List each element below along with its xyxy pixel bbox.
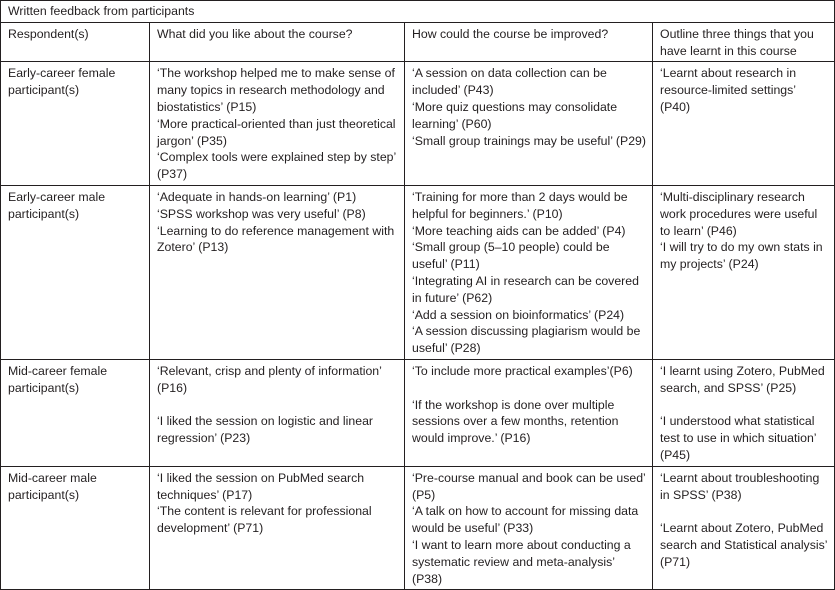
improved-cell: ‘Pre-course manual and book can be used’… (404, 465, 653, 590)
quote: ‘Learnt about research in resource-limit… (660, 66, 797, 114)
table-row: Mid-career male participant(s) ‘I liked t… (0, 465, 835, 590)
quote: ‘I liked the session on logistic and lin… (157, 414, 374, 446)
liked-cell: ‘I liked the session on PubMed search te… (149, 465, 405, 590)
liked-cell: ‘Adequate in hands-on learning’ (P1) ‘SPS… (149, 184, 405, 360)
quote: ‘Small group (5–10 people) could be usef… (412, 240, 610, 272)
table-title: Written feedback from participants (0, 0, 835, 23)
quote: ‘Multi-disciplinary research work proced… (660, 189, 818, 238)
quote: ‘More quiz questions may consolidate lea… (412, 99, 618, 131)
improved-cell: ‘To include more practical examples’(P6)… (404, 358, 653, 467)
respondent-cell: Mid-career male participant(s) (0, 465, 150, 590)
learnt-cell: ‘Learnt about troubleshooting in SPSS’ (… (651, 465, 835, 590)
quote: ‘Integrating AI in research can be cover… (412, 273, 639, 305)
learnt-cell: ‘Learnt about research in resource-limit… (651, 61, 835, 186)
quote: ‘Adequate in hands-on learning’ (P1) (157, 189, 357, 204)
quote: ‘SPSS workshop was very useful’ (P8) (157, 206, 366, 221)
quote: ‘Training for more than 2 days would be … (412, 189, 628, 221)
learnt-cell: ‘I learnt using Zotero, PubMed search, a… (651, 358, 835, 467)
quote: ‘Learnt about Zotero, PubMed search and … (660, 521, 827, 569)
table-row: Mid-career female participant(s) ‘Relevan… (0, 358, 835, 467)
improved-cell: ‘A session on data collection can be inc… (404, 61, 653, 186)
quote: ‘Complex tools were explained step by st… (157, 150, 396, 182)
learnt-cell: ‘Multi-disciplinary research work proced… (651, 184, 835, 360)
header-liked: What did you like about the course? (149, 21, 405, 63)
quote: ‘I understood what statistical test to u… (660, 414, 817, 462)
header-improved: How could the course be improved? (404, 21, 653, 63)
quote: ‘Small group trainings may be useful’ (P… (412, 133, 646, 148)
quote: ‘I want to learn more about conducting a… (412, 537, 631, 586)
table-body: Early-career female participant(s) ‘The w… (0, 61, 835, 590)
header-respondent: Respondent(s) (0, 21, 150, 63)
liked-cell: ‘The workshop helped me to make sense of… (149, 61, 405, 186)
respondent-cell: Early-career male participant(s) (0, 184, 150, 360)
quote: ‘More practical-oriented than just theor… (157, 116, 396, 148)
quote: ‘Relevant, crisp and plenty of informati… (157, 363, 382, 395)
quote: ‘Learning to do reference management wit… (157, 223, 395, 255)
respondent-cell: Early-career female participant(s) (0, 61, 150, 186)
quote: ‘I learnt using Zotero, PubMed search, a… (660, 363, 825, 395)
liked-cell: ‘Relevant, crisp and plenty of informati… (149, 358, 405, 467)
quote: ‘Learnt about troubleshooting in SPSS’ (… (660, 470, 820, 502)
header-learnt: Outline three things that you have learn… (651, 21, 835, 63)
quote: ‘The workshop helped me to make sense of… (157, 66, 395, 114)
quote: ‘To include more practical examples’(P6) (412, 363, 633, 378)
quote: ‘Pre-course manual and book can be used’… (412, 470, 646, 502)
respondent-cell: Mid-career female participant(s) (0, 358, 150, 467)
quote: ‘A talk on how to account for missing da… (412, 504, 639, 536)
quote: ‘More teaching aids can be added’ (P4) (412, 223, 626, 238)
quote: ‘If the workshop is done over multiple s… (412, 397, 619, 446)
quote: ‘The content is relevant for professiona… (157, 504, 372, 536)
improved-cell: ‘Training for more than 2 days would be … (404, 184, 653, 360)
quote: ‘A session on data collection can be inc… (412, 66, 607, 98)
quote: ‘I liked the session on PubMed search te… (157, 470, 365, 502)
table-row: Early-career female participant(s) ‘The w… (0, 61, 835, 186)
table-row: Early-career male participant(s) ‘Adequat… (0, 184, 835, 360)
quote: ‘I will try to do my own stats in my pro… (660, 240, 823, 272)
quote: ‘Add a session on bioinformatics’ (P24) (412, 307, 625, 322)
quote: ‘A session discussing plagiarism would b… (412, 324, 641, 356)
